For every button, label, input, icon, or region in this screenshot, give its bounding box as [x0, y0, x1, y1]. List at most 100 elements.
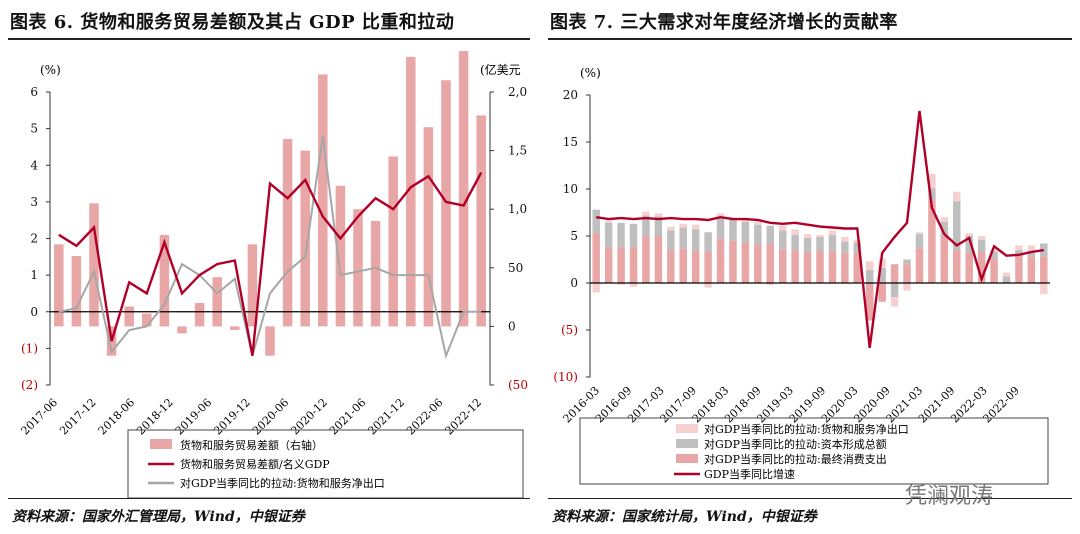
tick-label: 20 [563, 88, 578, 102]
bar-net-exports [716, 213, 725, 217]
bar-trade-balance [54, 244, 64, 327]
bar-net-exports [928, 173, 936, 189]
bar-capital-formation [816, 236, 824, 252]
bar-net-exports [816, 235, 824, 237]
legend-label: 对GDP当季同比的拉动:最终消费支出 [704, 452, 887, 466]
bar-net-exports [890, 297, 899, 307]
left-tick-label: 4 [30, 158, 38, 172]
ylabel: (%) [580, 66, 601, 80]
bar-capital-formation [853, 242, 862, 254]
bar-trade-balance [423, 127, 434, 327]
left-title-rule [8, 38, 530, 40]
left-tick-label: 3 [30, 195, 38, 209]
left-tick-label: 2 [30, 232, 38, 246]
bar-consumption [617, 247, 625, 283]
bar-trade-balance [212, 277, 222, 327]
bar-net-exports [903, 283, 911, 291]
x-tick-label: 2021-06 [327, 396, 369, 438]
bar-trade-balance [124, 306, 134, 327]
bar-consumption [878, 283, 886, 302]
bar-trade-balance [318, 74, 328, 327]
tick-label: 5 [570, 229, 578, 243]
x-tick-label: 2018-06 [96, 396, 138, 438]
bar-net-exports [766, 283, 774, 285]
right-chart: (%)20151050(5)(10)2016-032016-092017-032… [553, 66, 1050, 485]
bar-trade-balance [406, 56, 416, 327]
legend-label: GDP当季同比增速 [704, 467, 795, 481]
bar-consumption [791, 250, 799, 283]
x-tick-label: 2022-12 [443, 396, 485, 438]
bar-capital-formation [928, 188, 936, 201]
x-tick-label: 2020-12 [288, 396, 330, 438]
bar-trade-balance [353, 209, 363, 327]
bar-net-exports [592, 283, 600, 293]
bar-trade-balance [159, 234, 170, 327]
bar-capital-formation [654, 216, 663, 236]
bar-net-exports [990, 250, 998, 252]
bar-consumption [704, 251, 712, 283]
right-tick-label: (50 [508, 378, 528, 392]
bar-net-exports [1015, 245, 1023, 251]
bar-capital-formation [841, 241, 849, 253]
bar-consumption [915, 248, 924, 283]
bar-capital-formation [691, 229, 700, 251]
bar-trade-balance [230, 326, 240, 330]
bar-consumption [977, 251, 986, 283]
bar-consumption [1027, 256, 1036, 283]
bar-capital-formation [1027, 251, 1036, 257]
bar-capital-formation [604, 222, 613, 248]
x-tick-label: 2021-12 [366, 396, 408, 438]
bar-capital-formation [915, 234, 924, 249]
right-source: 资料来源：国家统计局，Wind，中银证券 [552, 509, 817, 525]
bar-capital-formation [866, 269, 874, 283]
bar-net-exports [778, 225, 787, 231]
tick-label: 0 [570, 276, 578, 290]
legend-label: 货物和服务贸易差额/名义GDP [180, 457, 330, 471]
bar-consumption [592, 233, 600, 283]
bar-capital-formation [629, 223, 638, 248]
bar-net-exports [866, 261, 874, 270]
bar-net-exports [642, 211, 650, 216]
bar-capital-formation [890, 283, 899, 298]
legend-box [579, 417, 1049, 485]
bar-consumption [741, 242, 750, 283]
bar-capital-formation [1002, 276, 1011, 283]
bar-trade-balance [476, 115, 486, 327]
bar-consumption [903, 264, 911, 283]
bar-net-exports [1027, 245, 1036, 252]
tick-label: (10) [553, 370, 578, 384]
bar-consumption [679, 248, 687, 283]
legend-swatch-bar [676, 424, 698, 433]
bar-net-exports [754, 221, 762, 225]
bar-trade-balance [194, 302, 205, 327]
bar-capital-formation [679, 227, 687, 249]
line-balance-gdp-ratio [58, 172, 483, 356]
bar-net-exports [629, 283, 638, 287]
bar-consumption [1015, 255, 1023, 283]
tick-label: 10 [563, 182, 578, 196]
bar-capital-formation [716, 216, 725, 239]
legend-swatch-bar [676, 439, 698, 448]
x-tick-label: 2017-06 [19, 396, 61, 438]
x-tick-label: 2018-12 [134, 396, 176, 438]
left-tick-label: 5 [30, 122, 38, 136]
line-gdp-growth [596, 110, 1044, 349]
bar-consumption [953, 250, 961, 283]
x-tick-label: 2022-06 [404, 396, 446, 438]
right-panel-title: 图表 7. 三大需求对年度经济增长的贡献率 [550, 12, 898, 33]
bar-trade-balance [89, 203, 99, 327]
bar-capital-formation [953, 201, 961, 251]
bar-capital-formation [803, 237, 812, 252]
bar-capital-formation [729, 219, 737, 241]
bar-net-exports [828, 230, 837, 236]
bar-net-exports [841, 236, 849, 242]
bar-trade-balance [458, 50, 469, 327]
bar-trade-balance [335, 185, 346, 327]
bar-capital-formation [1015, 250, 1023, 256]
left-tick-label: 6 [30, 85, 38, 99]
bar-trade-balance [300, 150, 310, 327]
legend-label: 货物和服务贸易差额（右轴） [180, 438, 323, 452]
left-tick-label: 0 [30, 305, 38, 319]
tick-label: (5) [561, 323, 578, 337]
bar-net-exports [654, 213, 663, 217]
